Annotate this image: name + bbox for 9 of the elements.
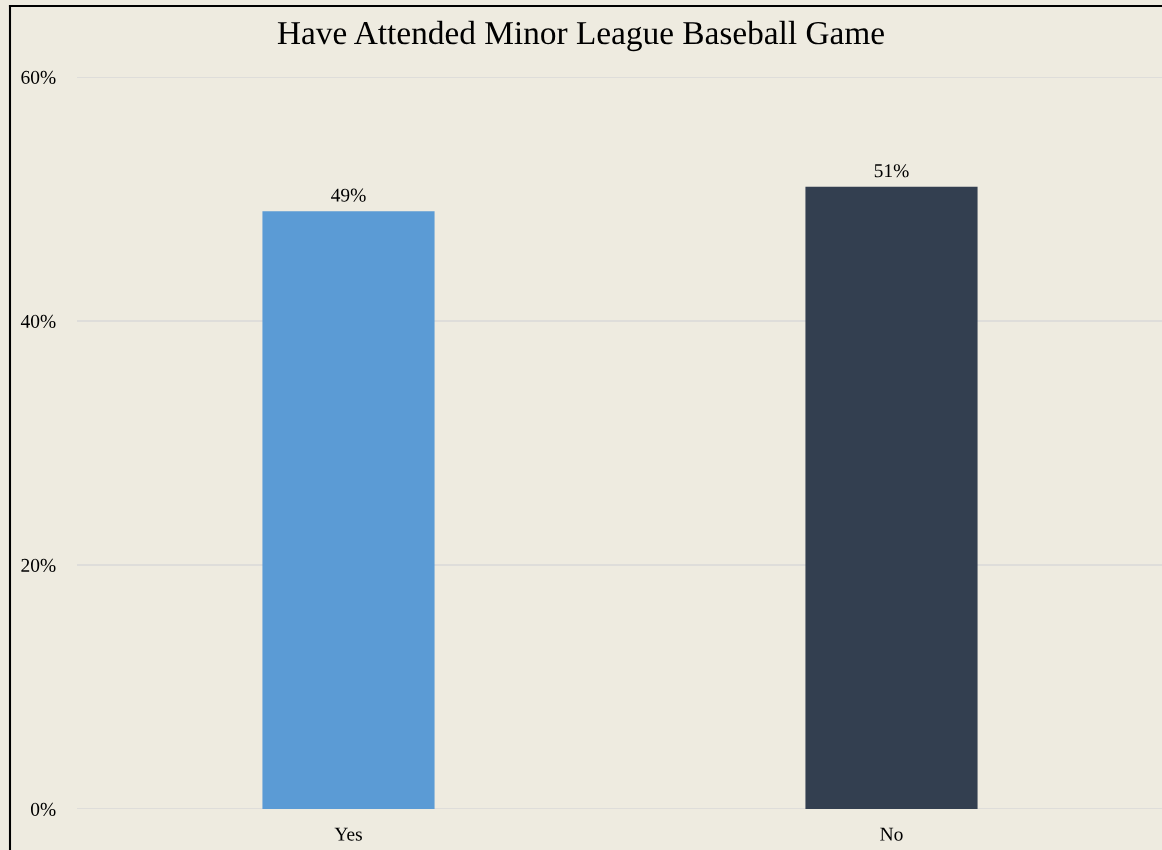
x-tick-label: No (880, 827, 903, 841)
y-tick-label: 60% (21, 70, 56, 84)
data-label: 51% (874, 164, 909, 178)
y-tick-label: 40% (20, 314, 56, 328)
chart-title: Have Attended Minor League Baseball Game (277, 20, 884, 52)
x-tick-label: Yes (334, 827, 362, 841)
y-tick-label: 20% (21, 558, 56, 572)
y-tick-label: 0% (30, 802, 56, 816)
data-label: 49% (331, 188, 366, 202)
